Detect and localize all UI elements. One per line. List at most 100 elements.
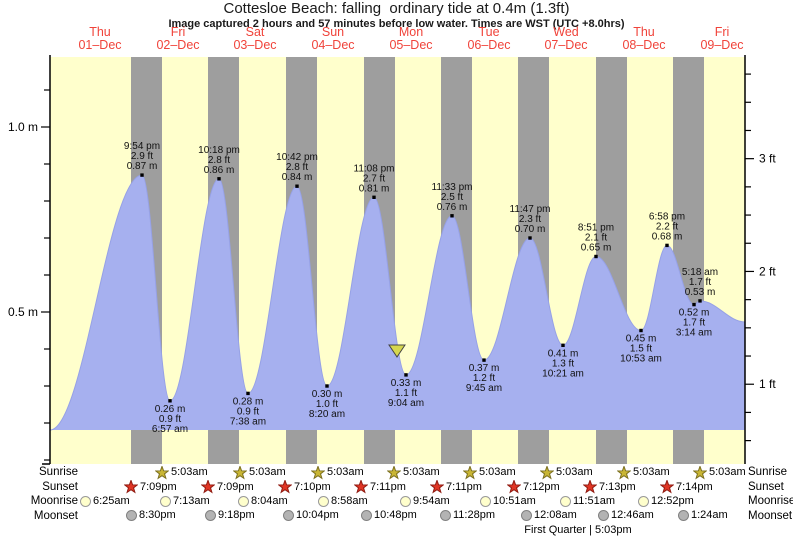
moonset-time-text: 9:18pm <box>218 509 255 521</box>
astro-row-label-right-moonrise: Moonrise <box>748 495 793 507</box>
high-tide-annotation: 6:58 pm <box>649 211 685 222</box>
astro-row-label-left-moonrise: Moonrise <box>30 495 78 507</box>
high-tide-annotation: 8:51 pm <box>578 223 614 234</box>
sunrise-time-text: 5:03am <box>249 466 286 478</box>
moonset-circle-icon <box>678 510 689 521</box>
right-axis-label: 1 ft <box>759 377 776 391</box>
moonrise-circle-icon <box>160 495 171 507</box>
sunset-time: 7:10pm <box>278 480 331 494</box>
sunset-star-icon <box>124 480 138 494</box>
sunset-time: 7:11pm <box>354 480 406 494</box>
high-tide-annotation: 2.1 ft <box>585 233 607 244</box>
moonrise-time: 7:13am <box>160 495 210 508</box>
high-tide-dot <box>665 243 669 248</box>
left-axis-label: 0.5 m <box>8 305 38 319</box>
low-tide-annotation: 0.9 ft <box>159 414 181 425</box>
moonset-time: 10:48pm <box>361 509 417 522</box>
sunrise-time: 5:03am <box>463 465 516 480</box>
sunrise-time-text: 5:03am <box>709 466 746 478</box>
moonrise-time-text: 6:25am <box>93 494 130 507</box>
high-tide-dot <box>140 173 144 177</box>
moonrise-time-text: 11:51am <box>573 494 615 507</box>
day-label-05–Dec: Mon 05–Dec <box>369 26 453 52</box>
astro-row-label-right-moonset: Moonset <box>748 509 793 522</box>
sunset-star-icon <box>354 480 368 494</box>
moonrise-time-text: 9:54am <box>413 494 450 507</box>
high-tide-annotation: 0.86 m <box>204 165 235 176</box>
high-tide-annotation: 10:18 pm <box>198 145 240 156</box>
moonset-time-text: 12:08am <box>534 509 577 521</box>
high-tide-dot <box>450 214 454 218</box>
sunrise-star-icon <box>311 465 325 480</box>
low-tide-annotation: 8:20 am <box>309 409 345 420</box>
day-label-08–Dec: Thu 08–Dec <box>602 26 686 52</box>
day-date: 08–Dec <box>622 38 666 52</box>
high-tide-dot <box>372 195 376 199</box>
low-tide-annotation: 1.3 ft <box>552 358 574 369</box>
high-tide-annotation: 11:33 pm <box>432 182 473 193</box>
low-tide-annotation: 9:45 am <box>466 383 502 394</box>
moonrise-time: 9:54am <box>400 495 450 508</box>
day-date: 03–Dec <box>233 38 277 52</box>
sunset-time-text: 7:09pm <box>140 480 177 493</box>
day-name: Tue <box>478 25 500 39</box>
moonset-time-text: 10:04pm <box>296 509 339 521</box>
sunset-star-icon <box>583 480 597 494</box>
sunrise-star-icon <box>387 465 401 480</box>
sunset-time-text: 7:14pm <box>676 480 713 493</box>
low-tide-annotation: 10:53 am <box>620 354 662 365</box>
moonrise-time-text: 8:04am <box>251 494 288 507</box>
low-tide-annotation: 0.30 m <box>312 389 343 400</box>
sunset-star-icon <box>660 480 674 494</box>
sunset-star-icon <box>201 480 215 494</box>
sunrise-star-icon <box>617 465 631 480</box>
day-date: 09–Dec <box>700 38 744 52</box>
left-axis-label: 1.0 m <box>8 120 38 134</box>
low-tide-annotation: 0.26 m <box>155 404 186 415</box>
low-tide-dot <box>246 391 250 396</box>
moonset-time-text: 8:30pm <box>139 509 176 521</box>
high-tide-annotation: 0.53 m <box>685 287 716 298</box>
moonrise-time-text: 10:51am <box>493 494 536 507</box>
astro-row-label-left-sunrise: Sunrise <box>39 466 78 478</box>
low-tide-annotation: 1.1 ft <box>395 388 417 399</box>
day-name: Fri <box>170 25 186 39</box>
low-tide-annotation: 0.33 m <box>391 378 422 389</box>
moonset-circle-icon <box>205 510 216 521</box>
high-tide-annotation: 1.7 ft <box>689 277 711 288</box>
day-label-01–Dec: Thu 01–Dec <box>58 26 142 52</box>
high-tide-annotation: 0.84 m <box>282 172 313 183</box>
sunset-time-text: 7:10pm <box>294 480 331 493</box>
moonrise-circle-icon <box>480 495 491 507</box>
sunrise-time: 5:03am <box>155 465 208 480</box>
day-name: Fri <box>714 25 730 39</box>
low-tide-annotation: 1.0 ft <box>316 399 338 410</box>
high-tide-dot <box>594 254 598 259</box>
low-tide-annotation: 0.45 m <box>626 334 657 345</box>
right-axis-label: 3 ft <box>759 152 776 166</box>
sunrise-star-icon <box>233 465 247 480</box>
astro-row-label-left-moonset: Moonset <box>33 509 78 522</box>
day-name: Sat <box>245 25 265 39</box>
day-name: Thu <box>89 25 111 39</box>
high-tide-annotation: 2.5 ft <box>441 192 463 203</box>
page-subtitle: Image captured 2 hours and 57 minutes be… <box>168 18 625 30</box>
moonrise-time: 8:04am <box>238 495 288 508</box>
moonset-time: 11:28pm <box>440 509 495 522</box>
moonset-time: 10:04pm <box>283 509 339 522</box>
low-tide-annotation: 1.5 ft <box>630 344 652 355</box>
moonrise-time-text: 8:58am <box>331 494 368 507</box>
moonrise-time: 8:58am <box>318 495 368 508</box>
sunrise-time-text: 5:03am <box>327 466 364 478</box>
day-name: Thu <box>633 25 655 39</box>
low-tide-annotation: 10:21 am <box>542 368 584 379</box>
low-tide-annotation: 9:04 am <box>388 398 424 409</box>
sunset-time-text: 7:11pm <box>370 480 406 493</box>
sunrise-time-text: 5:03am <box>633 466 670 478</box>
moonrise-circle-icon <box>318 495 329 507</box>
day-date: 02–Dec <box>156 38 200 52</box>
moonset-time: 9:18pm <box>205 509 255 522</box>
sunrise-time: 5:03am <box>540 465 593 480</box>
day-label-07–Dec: Wed 07–Dec <box>524 26 608 52</box>
